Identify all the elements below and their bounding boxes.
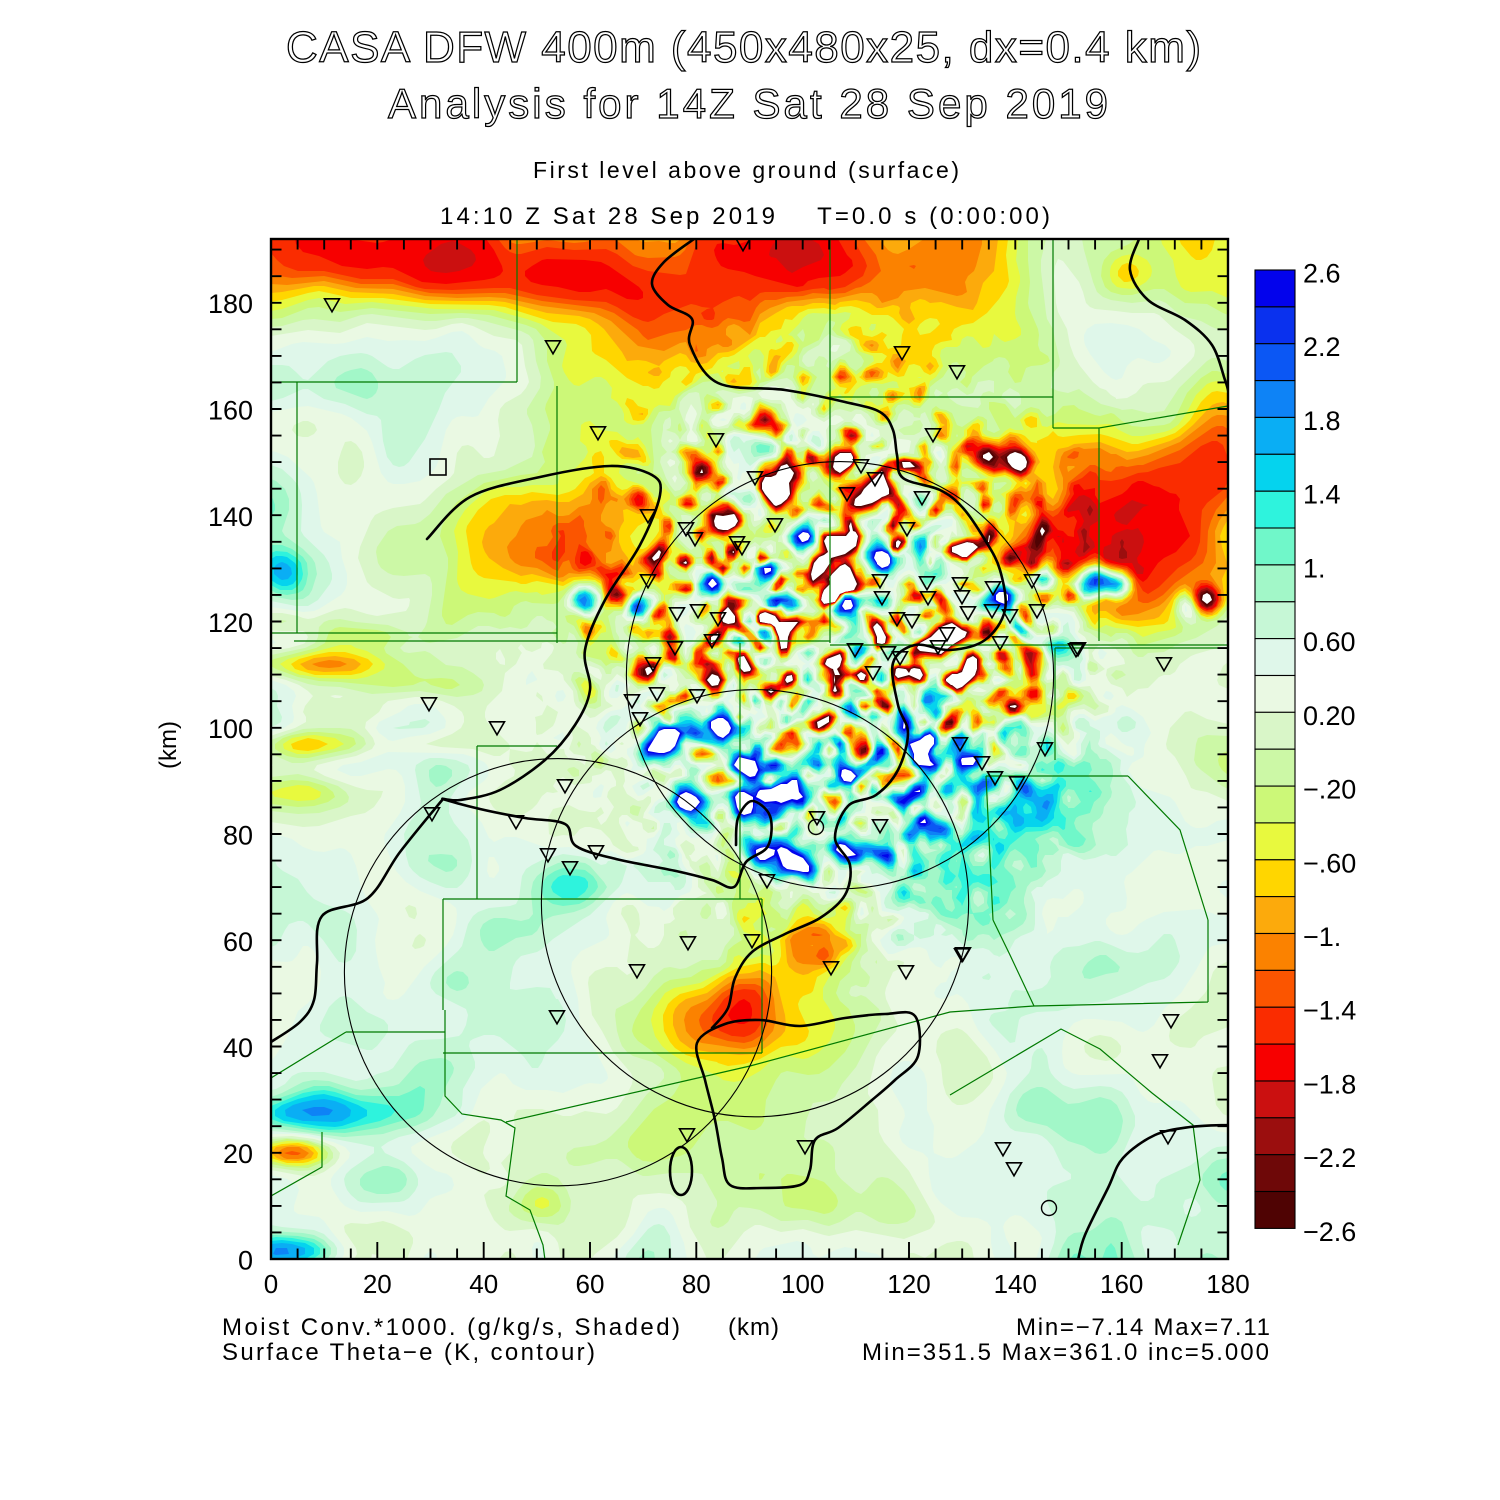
svg-text:−2.6: −2.6 (1303, 1217, 1356, 1247)
svg-text:60: 60 (223, 927, 253, 957)
svg-text:140: 140 (994, 1269, 1037, 1299)
svg-text:−.60: −.60 (1303, 848, 1356, 878)
svg-text:0.20: 0.20 (1303, 701, 1356, 731)
svg-text:0: 0 (238, 1246, 253, 1276)
svg-text:160: 160 (1100, 1269, 1143, 1299)
svg-text:60: 60 (576, 1269, 605, 1299)
svg-text:40: 40 (223, 1033, 253, 1063)
svg-text:Min=−7.14 Max=7.11: Min=−7.14 Max=7.11 (1016, 1314, 1270, 1341)
svg-text:1.8: 1.8 (1303, 406, 1341, 436)
svg-text:120: 120 (887, 1269, 930, 1299)
svg-text:−2.2: −2.2 (1303, 1143, 1356, 1173)
svg-text:20: 20 (223, 1139, 253, 1169)
svg-text:−.20: −.20 (1303, 775, 1356, 805)
svg-text:1.: 1. (1303, 553, 1326, 583)
svg-text:(km): (km) (728, 1314, 779, 1341)
svg-text:Analysis for 14Z Sat 28 Sep 20: Analysis for 14Z Sat 28 Sep 2019 (388, 80, 1108, 127)
svg-text:2.2: 2.2 (1303, 332, 1341, 362)
svg-text:(km): (km) (155, 721, 182, 769)
svg-text:14:10 Z Sat 28 Sep 2019 T=0: 14:10 Z Sat 28 Sep 2019 T=0.0 s (0:00:00… (440, 203, 1050, 230)
svg-text:2.6: 2.6 (1303, 259, 1341, 289)
svg-text:180: 180 (208, 289, 253, 319)
svg-text:1.4: 1.4 (1303, 480, 1341, 510)
svg-text:20: 20 (363, 1269, 392, 1299)
svg-text:140: 140 (208, 502, 253, 532)
svg-text:Min=351.5 Max=361.0 inc=5.000: Min=351.5 Max=361.0 inc=5.000 (862, 1339, 1269, 1366)
svg-text:80: 80 (223, 821, 253, 851)
svg-text:0.60: 0.60 (1303, 627, 1356, 657)
svg-text:First level above ground (surf: First level above ground (surface) (533, 157, 959, 183)
svg-text:CASA DFW 400m (450x480x25, dx=: CASA DFW 400m (450x480x25, dx=0.4 km) (286, 23, 1201, 72)
svg-text:Moist Conv.*1000. (g/kg/s, Sha: Moist Conv.*1000. (g/kg/s, Shaded) (222, 1314, 680, 1341)
svg-text:80: 80 (682, 1269, 711, 1299)
svg-text:40: 40 (469, 1269, 498, 1299)
svg-text:−1.4: −1.4 (1303, 996, 1356, 1026)
svg-text:−1.8: −1.8 (1303, 1070, 1356, 1100)
svg-text:120: 120 (208, 608, 253, 638)
svg-text:−1.: −1. (1303, 922, 1341, 952)
svg-text:100: 100 (781, 1269, 824, 1299)
svg-text:160: 160 (208, 396, 253, 426)
svg-text:180: 180 (1206, 1269, 1249, 1299)
svg-text:Surface Theta−e (K, contour): Surface Theta−e (K, contour) (222, 1339, 595, 1366)
svg-text:100: 100 (208, 714, 253, 744)
svg-text:0: 0 (264, 1269, 278, 1299)
